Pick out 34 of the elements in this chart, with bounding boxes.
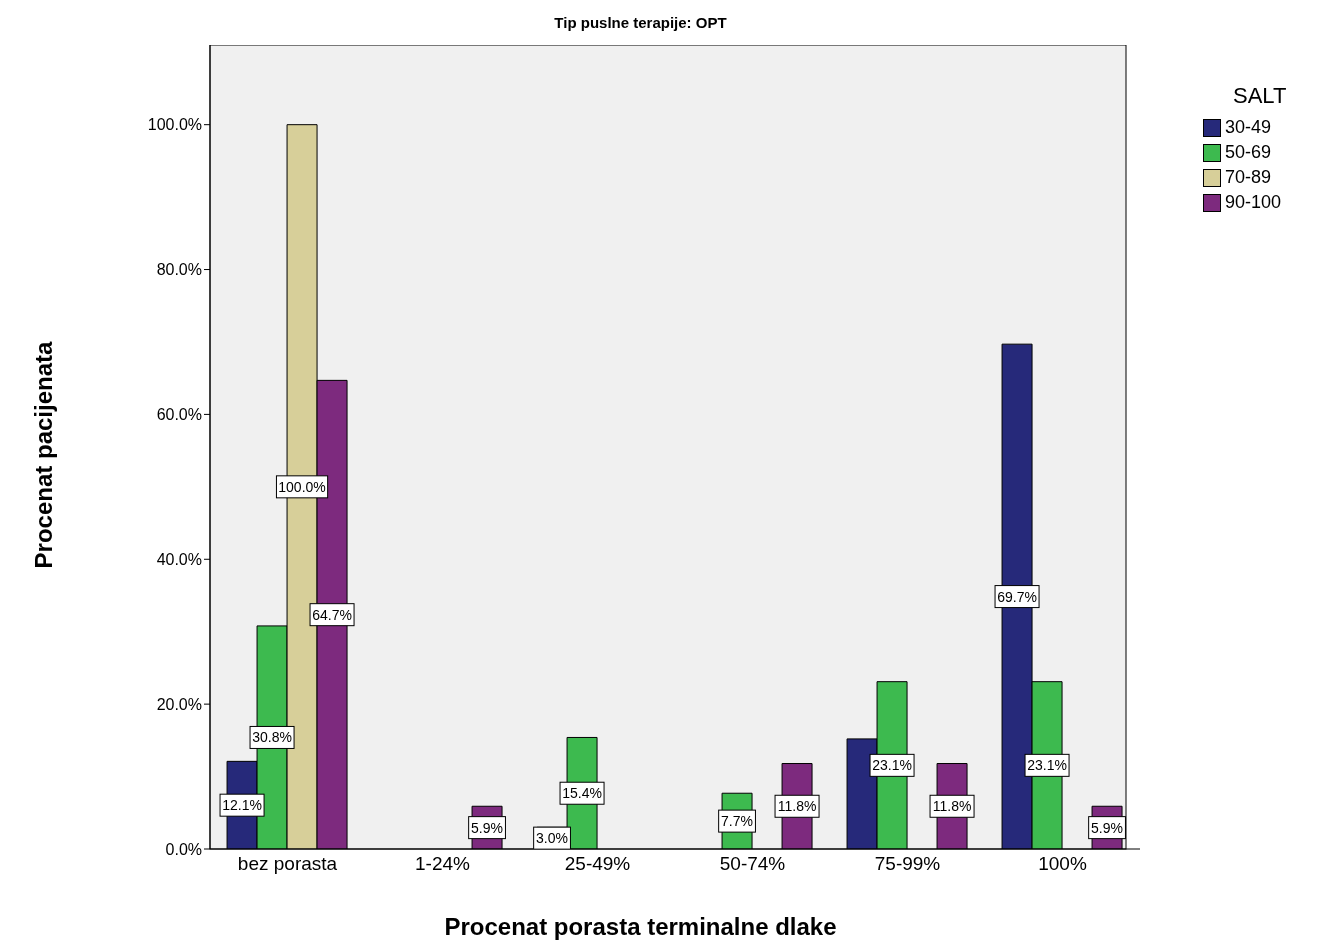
- data-label: 12.1%: [222, 797, 262, 814]
- y-tick-label: 60.0%: [156, 406, 202, 424]
- data-label: 11.8%: [932, 798, 972, 815]
- y-tick-label: 80.0%: [156, 261, 202, 279]
- legend-label: 50-69: [1225, 142, 1272, 163]
- y-tick-label: 100.0%: [147, 116, 202, 134]
- data-label: 69.7%: [997, 588, 1037, 605]
- data-label: 100.0%: [278, 478, 326, 495]
- data-label: 11.8%: [777, 798, 817, 815]
- data-label: 30.8%: [252, 729, 292, 746]
- x-tick-label: bez porasta: [237, 853, 338, 875]
- data-label: 15.4%: [562, 785, 602, 802]
- data-label: 23.1%: [872, 757, 912, 774]
- data-label: 5.9%: [1091, 819, 1124, 836]
- legend-title: SALT: [1233, 83, 1287, 109]
- legend-label: 90-100: [1225, 192, 1282, 213]
- data-label: 64.7%: [312, 606, 352, 623]
- y-tick-label: 0.0%: [165, 840, 202, 858]
- y-axis-title: Procenat pacijenata: [30, 341, 58, 569]
- data-label: 3.0%: [536, 830, 569, 847]
- legend-label: 30-49: [1225, 117, 1272, 138]
- x-tick-label: 50-74%: [719, 853, 786, 875]
- data-label: 7.7%: [721, 813, 754, 830]
- x-tick-label: 25-49%: [564, 853, 631, 875]
- x-axis-title: Procenat porasta terminalne dlake: [443, 913, 838, 941]
- chart-title: Tip puslne terapije: OPT: [553, 14, 728, 31]
- x-tick-label: 100%: [1038, 853, 1087, 875]
- data-label: 5.9%: [471, 819, 504, 836]
- x-tick-label: 75-99%: [874, 853, 941, 875]
- legend-label: 70-89: [1225, 167, 1272, 188]
- x-tick-label: 1-24%: [415, 853, 471, 875]
- y-tick-label: 20.0%: [156, 695, 202, 713]
- data-label: 23.1%: [1027, 757, 1067, 774]
- y-tick-label: 40.0%: [156, 550, 202, 568]
